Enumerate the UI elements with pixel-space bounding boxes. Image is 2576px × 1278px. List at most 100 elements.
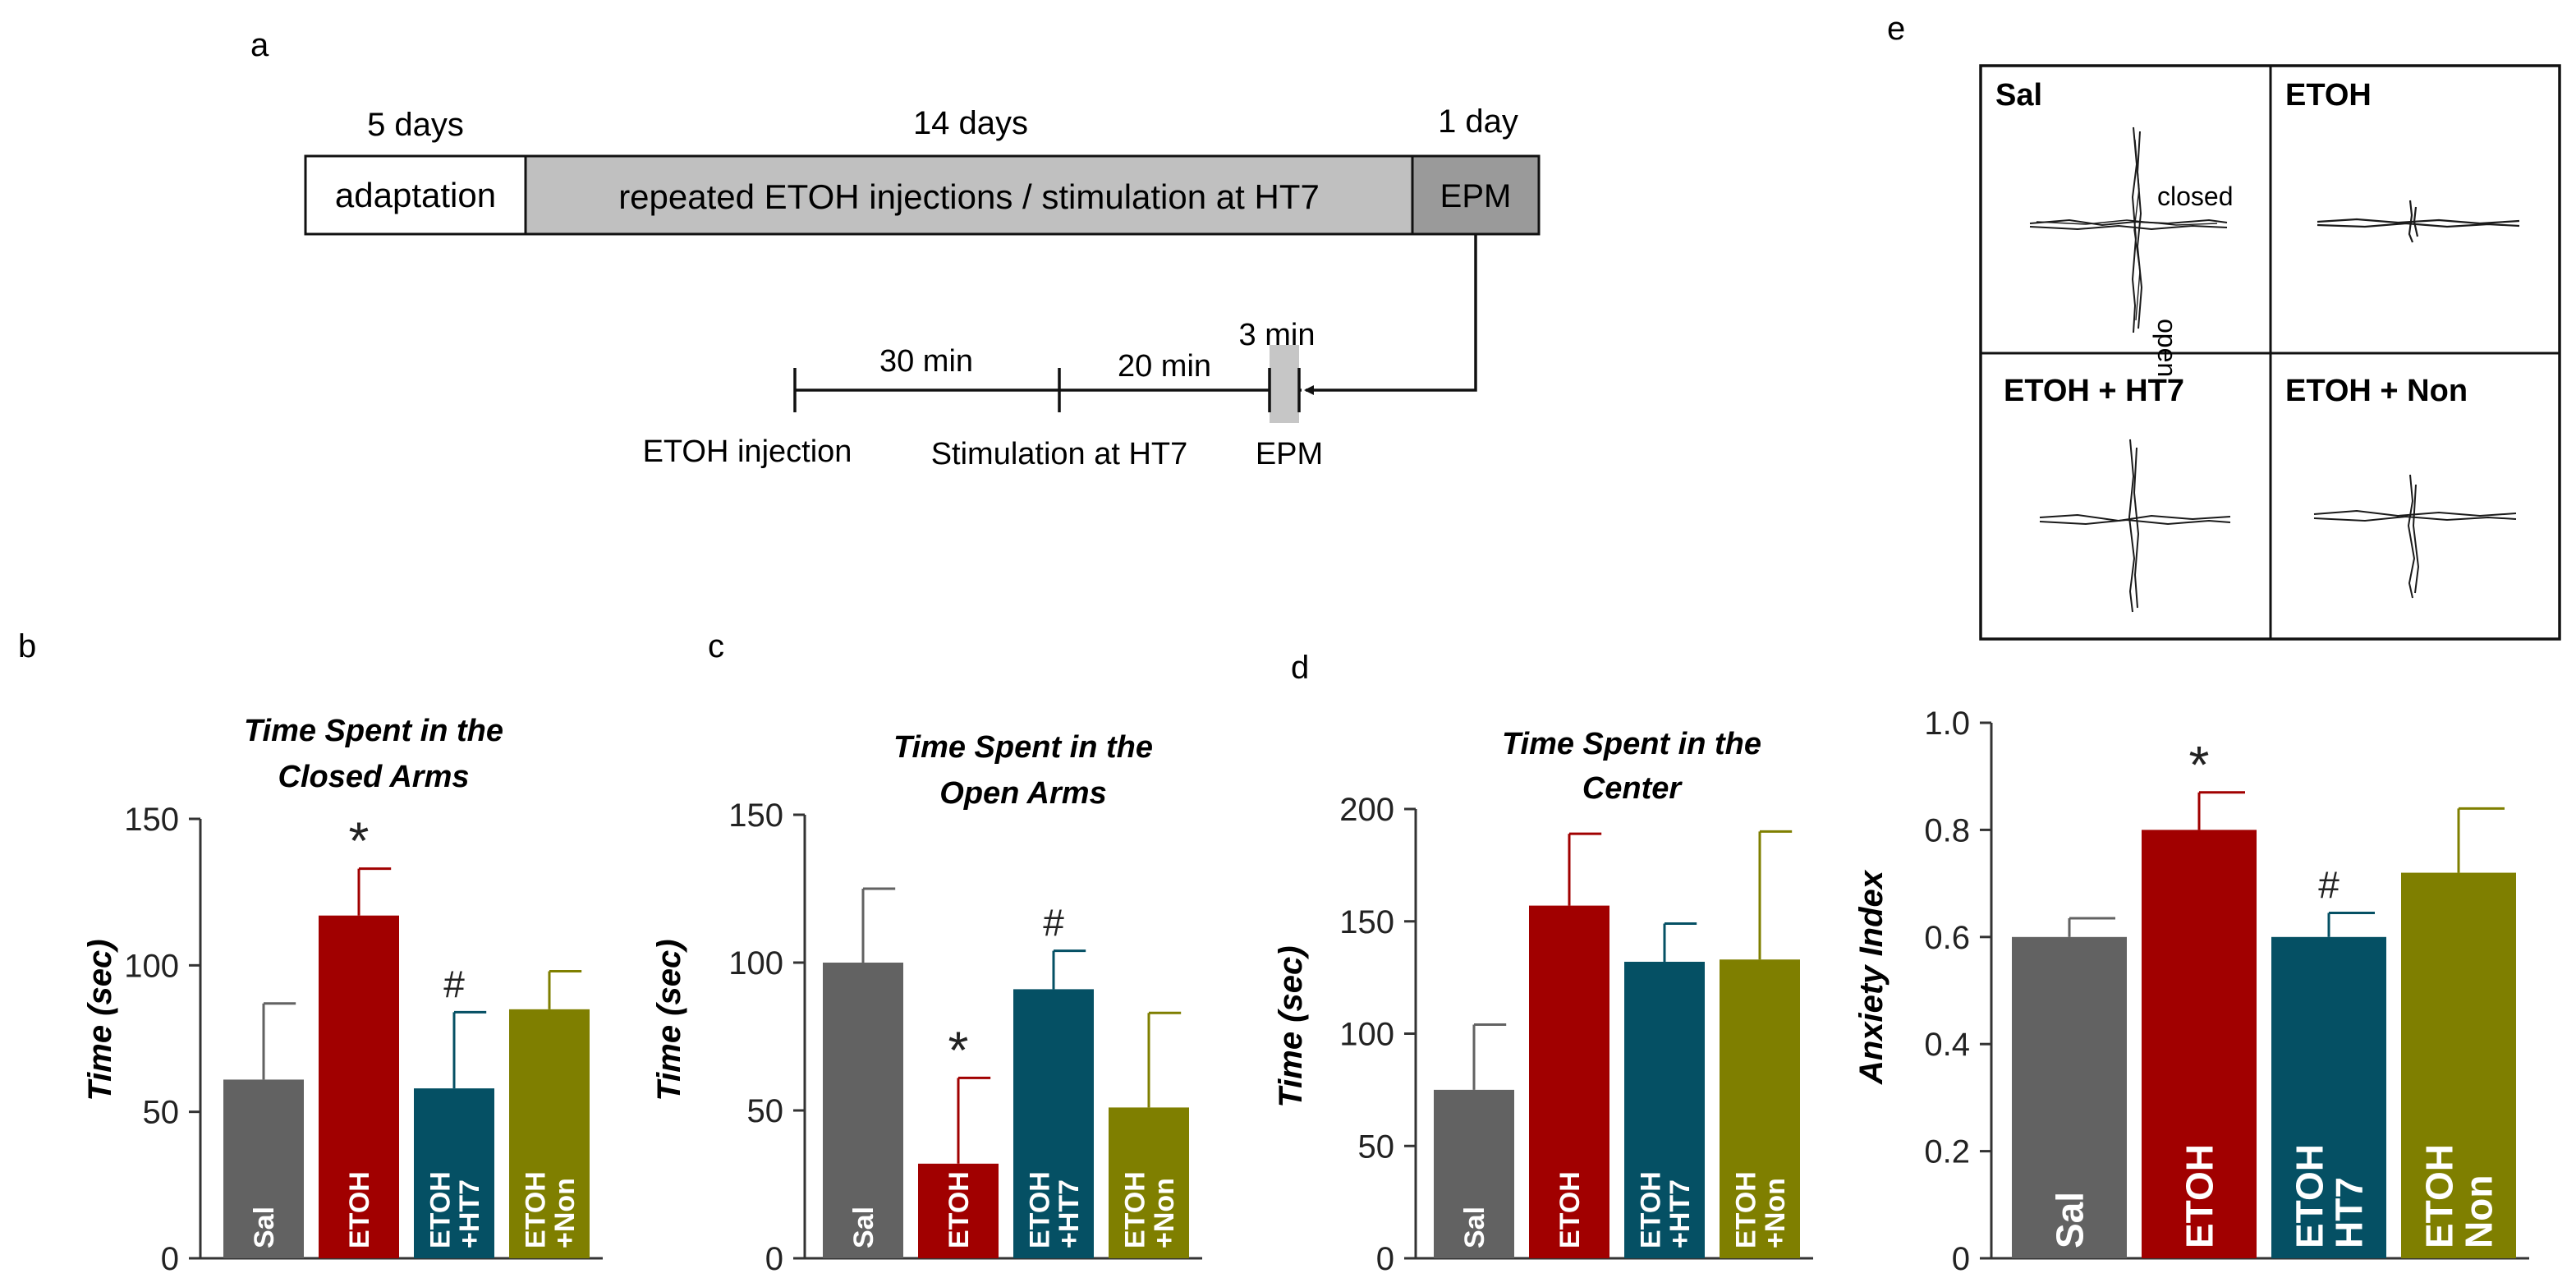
bar-label: Sal <box>1459 1207 1490 1248</box>
track-label-etoh: ETOH <box>2285 78 2372 113</box>
repeated-injections-label: repeated ETOH injections / stimulation a… <box>618 177 1320 216</box>
chart-title-line-1: Time Spent in the <box>1502 727 1761 761</box>
bar-label: ETOH <box>1024 1171 1055 1248</box>
track-trace-etoh-ht7 <box>2039 439 2231 613</box>
panel-letter-b: b <box>18 628 36 664</box>
y-axis-label: Time (sec) <box>651 939 687 1101</box>
y-tick-label: 50 <box>1358 1129 1395 1165</box>
track-annot-closed: closed <box>2157 182 2234 211</box>
y-tick-label: 0 <box>1376 1241 1394 1277</box>
y-tick-label: 150 <box>124 802 179 838</box>
bar-etoh-non <box>1109 1107 1189 1258</box>
y-tick-label: 150 <box>728 798 783 834</box>
bar-etoh-ht7 <box>1013 989 1094 1258</box>
bar-label: +HT7 <box>454 1179 485 1248</box>
panel-letter-c: c <box>708 628 724 664</box>
interval-label-30-min: 30 min <box>879 344 973 379</box>
significance-hash: # <box>1043 902 1064 945</box>
bar-sal <box>823 963 903 1258</box>
significance-star: * <box>2189 735 2210 794</box>
bar-label: +HT7 <box>1665 1179 1696 1248</box>
epm-box-label: EPM <box>1440 178 1512 214</box>
interval-label-3-min: 3 min <box>1239 318 1316 352</box>
chart-title-line-1: Time Spent in the <box>893 730 1153 765</box>
y-tick-label: 100 <box>1339 1017 1394 1053</box>
bar-etoh-ht7 <box>2271 936 2386 1258</box>
significance-hash: # <box>443 963 465 1005</box>
duration-label-1-day: 1 day <box>1438 103 1518 140</box>
bar-label: ETOH <box>2179 1144 2221 1248</box>
y-axis-label: Anxiety Index <box>1853 869 1890 1085</box>
y-axis-label: Time (sec) <box>1273 945 1309 1107</box>
chart-title-line-2: Center <box>1582 771 1683 806</box>
bar-label: ETOH <box>2418 1144 2460 1248</box>
bar-etoh <box>319 915 399 1258</box>
y-tick-label: 200 <box>1339 792 1394 828</box>
track-trace-sal <box>2029 126 2228 333</box>
y-tick-label: 0.8 <box>1924 812 1970 848</box>
bar-etoh-ht7 <box>1624 961 1705 1258</box>
y-tick-label: 150 <box>1339 904 1394 940</box>
bar-label: +HT7 <box>1054 1179 1085 1248</box>
y-tick-label: 0.2 <box>1924 1134 1970 1170</box>
bar-label: +Non <box>1149 1178 1180 1248</box>
bar-etoh-non <box>1720 959 1800 1258</box>
bar-etoh-non <box>509 1009 590 1258</box>
bar-label: ETOH <box>520 1171 551 1248</box>
interval-label-20-min: 20 min <box>1118 349 1211 384</box>
track-annot-open: open <box>2152 319 2182 377</box>
panel-letter-e: e <box>1887 11 1905 47</box>
chart-closed-arms: Time Spent in the Closed Arms 0 50 100 150 Tim… <box>82 714 603 1277</box>
bar-etoh <box>1529 905 1609 1258</box>
chart-title-line-2: Open Arms <box>939 776 1106 811</box>
significance-hash: # <box>2318 863 2340 906</box>
track-trace-etoh-non <box>2313 474 2517 599</box>
repeated-injections-box <box>524 154 1414 236</box>
chart-open-arms: Time Spent in the Open Arms 0 50 100 150 Time … <box>651 730 1202 1277</box>
y-tick-label: 100 <box>728 945 783 981</box>
bar-etoh <box>2142 830 2257 1258</box>
y-tick-label: 0 <box>1952 1241 1970 1277</box>
event-label-epm: EPM <box>1256 437 1323 471</box>
bar-label: ETOH <box>344 1171 375 1248</box>
bar-label: ETOH <box>425 1171 456 1248</box>
y-tick-label: 50 <box>143 1095 180 1131</box>
y-tick-label: 50 <box>747 1093 784 1129</box>
bar-label: +Non <box>549 1178 581 1248</box>
panel-letter-a: a <box>250 27 269 63</box>
bar-label: ETOH <box>1635 1171 1666 1248</box>
chart-title-line-1: Time Spent in the <box>244 714 503 748</box>
track-label-etoh-non: ETOH + Non <box>2285 374 2468 408</box>
bar-label: HT7 <box>2328 1177 2371 1248</box>
event-label-stimulation: Stimulation at HT7 <box>931 437 1188 471</box>
y-tick-label: 0.6 <box>1924 920 1970 956</box>
bar-etoh <box>918 1163 999 1258</box>
bar-label: Sal <box>2049 1192 2092 1248</box>
bar-label: Sal <box>848 1207 879 1248</box>
bar-label: Non <box>2458 1175 2500 1248</box>
panel-letter-d: d <box>1291 650 1309 686</box>
y-tick-label: 0.4 <box>1924 1027 1970 1063</box>
chart-center: Time Spent in the Center 0 50 100 150 200 Time … <box>1273 727 1813 1277</box>
duration-label-5-days: 5 days <box>367 107 464 143</box>
bar-label: ETOH <box>1730 1171 1761 1248</box>
significance-star: * <box>349 811 370 871</box>
session-arrow <box>1304 234 1477 395</box>
y-tick-label: 1.0 <box>1924 706 1970 742</box>
bar-sal <box>223 1079 304 1258</box>
y-tick-label: 0 <box>161 1241 179 1277</box>
adaptation-label: adaptation <box>335 176 496 214</box>
bar-label: ETOH <box>944 1171 975 1248</box>
chart-title-line-2: Closed Arms <box>278 760 470 794</box>
track-trace-etoh <box>2317 200 2520 243</box>
bar-label: Sal <box>249 1207 280 1248</box>
duration-label-14-days: 14 days <box>913 105 1028 141</box>
significance-star: * <box>948 1020 969 1079</box>
bar-sal <box>2012 936 2127 1258</box>
event-label-etoh-injection: ETOH injection <box>643 434 852 469</box>
track-label-etoh-ht7: ETOH + HT7 <box>2004 374 2184 408</box>
bar-etoh-ht7 <box>414 1088 494 1258</box>
track-label-sal: Sal <box>1995 78 2042 113</box>
chart-anxiety-index: 0 0.2 0.4 0.6 0.8 1.0 Anxiety Index Sal * ETOH # ET… <box>1853 706 2529 1277</box>
